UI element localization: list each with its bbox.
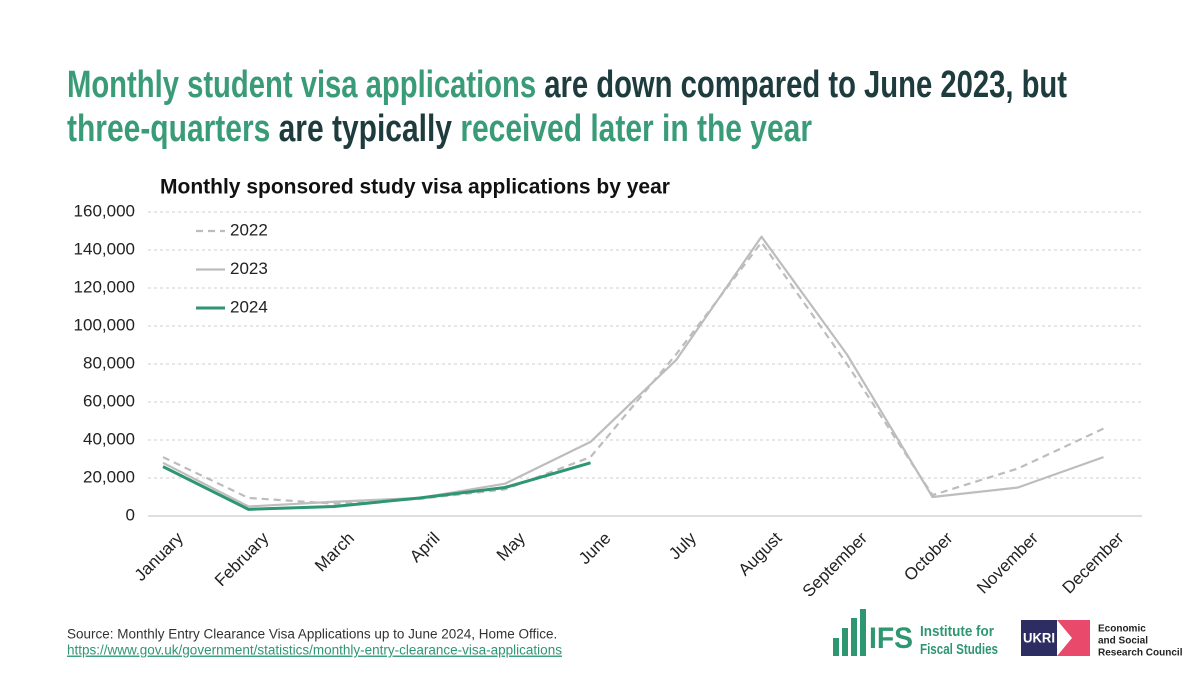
logo-name: Institute for	[920, 623, 994, 640]
series-line	[162, 241, 1104, 505]
legend-label: 2022	[230, 220, 268, 239]
headline-line: Monthly student visa applications are do…	[67, 64, 1067, 106]
logo-mark: IFS	[869, 622, 913, 655]
series-line	[162, 461, 591, 511]
x-tick-label: July	[665, 528, 700, 563]
source-note: Source: Monthly Entry Clearance Visa App…	[67, 627, 557, 642]
headline-segment: are down compared to June 2023, but	[536, 64, 1067, 106]
logo-bar	[851, 618, 857, 656]
x-tick-label: November	[973, 528, 1042, 597]
y-tick-label: 20,000	[83, 467, 135, 486]
headline-segment: are typically	[270, 108, 460, 150]
x-tick-label: June	[575, 529, 615, 569]
x-tick-label: May	[493, 528, 529, 564]
x-tick-label: March	[311, 529, 358, 576]
y-tick-label: 0	[126, 505, 135, 524]
y-tick-label: 80,000	[83, 353, 135, 372]
logo-bar	[860, 609, 866, 656]
headline-segment: Monthly student visa applications	[67, 64, 536, 106]
logo-name: and Social	[1098, 636, 1148, 647]
source-link[interactable]: https://www.gov.uk/government/statistics…	[67, 643, 562, 658]
logo-box	[1021, 620, 1057, 656]
series-line	[162, 235, 1104, 508]
x-tick-label: August	[735, 528, 786, 579]
logo-name: Economic	[1098, 624, 1146, 635]
legend-label: 2023	[230, 259, 268, 278]
logo-name: Research Council	[1098, 648, 1183, 659]
chart-title: Monthly sponsored study visa application…	[160, 176, 670, 199]
ifs-logo: IFS Institute for Fiscal Studies	[833, 609, 998, 658]
x-tick-label: February	[211, 528, 273, 590]
logo-bar	[833, 638, 839, 656]
y-tick-label: 120,000	[74, 277, 135, 296]
x-tick-label: December	[1059, 528, 1128, 597]
logo-mark: UKRI	[1023, 630, 1055, 646]
y-tick-label: 100,000	[74, 315, 135, 334]
y-tick-label: 140,000	[74, 239, 135, 258]
x-tick-label: April	[406, 529, 443, 566]
logo-name: Fiscal Studies	[920, 641, 998, 658]
headline: Monthly student visa applications are do…	[67, 64, 1067, 150]
y-tick-label: 60,000	[83, 391, 135, 410]
x-tick-label: September	[799, 528, 871, 600]
x-tick-label: October	[900, 528, 956, 584]
headline-segment: three-quarters	[67, 108, 270, 150]
legend-label: 2024	[230, 297, 268, 316]
x-tick-label: January	[131, 528, 188, 585]
logo-shape	[1057, 620, 1090, 656]
logo-bar	[842, 628, 848, 656]
y-tick-label: 160,000	[74, 201, 135, 220]
headline-line: three-quarters are typically received la…	[67, 108, 812, 150]
headline-segment: received later in the year	[460, 108, 812, 150]
y-tick-label: 40,000	[83, 429, 135, 448]
esrc-logo: UKRI Economic and Social Research Counci…	[1021, 620, 1183, 659]
